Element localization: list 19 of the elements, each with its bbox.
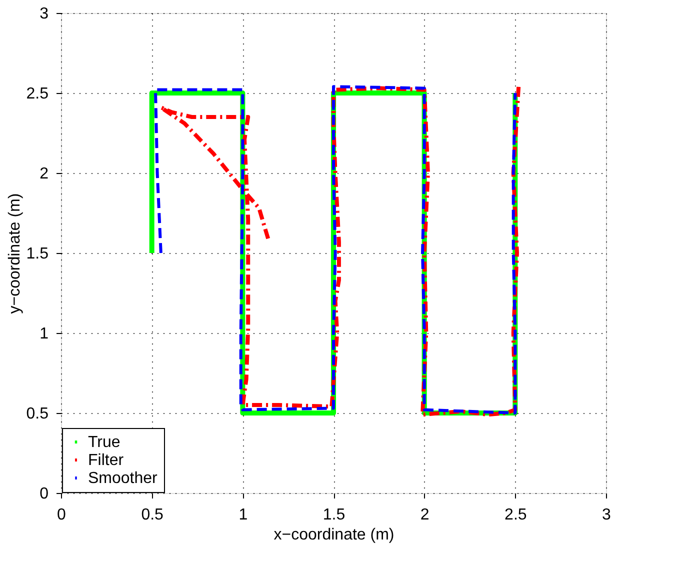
y-tick-label: 2 [40, 166, 49, 182]
y-tick-label: 2.5 [26, 86, 49, 102]
legend-label: True [88, 434, 120, 451]
x-tick-label: 0.5 [141, 506, 164, 524]
x-tick-label: 2 [420, 506, 430, 524]
x-tick-label: 2.5 [504, 506, 527, 524]
x-tick-label: 0 [57, 506, 66, 524]
legend-label: Filter [88, 452, 124, 469]
x-tick-label: 3 [602, 506, 612, 524]
x-axis-title: x−coordinate (m) [274, 526, 394, 544]
y-tick-label: 3 [40, 6, 49, 22]
y-tick-label: 1 [40, 326, 49, 342]
y-axis-title: y−coordinate (m) [6, 193, 24, 314]
y-tick-label: 0 [40, 486, 49, 502]
y-tick-label: 1.5 [26, 246, 49, 262]
y-tick-label: 0.5 [26, 406, 49, 422]
x-tick-label: 1 [238, 506, 248, 524]
x-tick-label: 1.5 [322, 506, 346, 524]
legend-label: Smoother [88, 470, 158, 487]
